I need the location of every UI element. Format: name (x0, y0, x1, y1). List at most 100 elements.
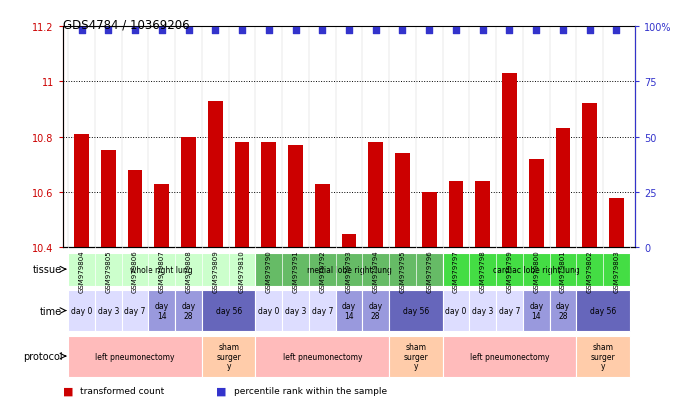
Point (450, 28, 461, 35)
Point (129, 28, 140, 35)
Bar (74, 135, 89, 248)
Bar (255, 253, 443, 286)
Text: day 0: day 0 (445, 306, 467, 315)
Text: day
14: day 14 (529, 301, 543, 320)
Bar (422, 192, 436, 248)
Bar (181, 137, 196, 248)
Text: time: time (40, 306, 62, 316)
Bar (208, 102, 223, 248)
Bar (556, 129, 570, 248)
Bar (475, 181, 490, 248)
Bar (609, 198, 624, 248)
Text: day 56: day 56 (403, 306, 429, 315)
Text: GSM979807: GSM979807 (158, 250, 165, 292)
Text: GSM979802: GSM979802 (587, 250, 593, 292)
Point (317, 28, 328, 35)
Bar (202, 290, 255, 331)
Text: day
14: day 14 (342, 301, 356, 320)
Text: day 7: day 7 (499, 306, 520, 315)
Text: GSM979804: GSM979804 (79, 250, 84, 292)
Text: sham
surger
y: sham surger y (591, 342, 616, 370)
Bar (443, 253, 630, 286)
Bar (389, 336, 443, 377)
Bar (502, 74, 517, 248)
Point (103, 28, 114, 35)
Text: left pneumonectomy: left pneumonectomy (96, 352, 174, 361)
Text: day
28: day 28 (369, 301, 383, 320)
Point (584, 28, 595, 35)
Bar (101, 151, 116, 248)
Bar (362, 290, 389, 331)
Point (558, 28, 569, 35)
Text: medial lobe right lung: medial lobe right lung (306, 265, 392, 274)
Text: left pneumonectomy: left pneumonectomy (470, 352, 549, 361)
Text: GSM979795: GSM979795 (399, 250, 406, 292)
Bar (443, 336, 577, 377)
Text: ■: ■ (63, 385, 73, 395)
Text: day 3: day 3 (472, 306, 493, 315)
Point (530, 28, 542, 35)
Text: GDS4784 / 10369206: GDS4784 / 10369206 (63, 19, 189, 31)
Point (76, 28, 87, 35)
Bar (128, 171, 142, 248)
Point (504, 28, 515, 35)
Text: sham
surger
y: sham surger y (216, 342, 241, 370)
Text: GSM979797: GSM979797 (453, 250, 459, 292)
Bar (262, 143, 276, 248)
Bar (577, 336, 630, 377)
Bar (582, 104, 597, 248)
Text: left pneumonectomy: left pneumonectomy (283, 352, 362, 361)
Point (370, 28, 381, 35)
Text: GSM979799: GSM979799 (507, 250, 512, 292)
Bar (443, 290, 469, 331)
Bar (336, 290, 362, 331)
Bar (341, 234, 357, 248)
Bar (389, 290, 443, 331)
Point (290, 28, 301, 35)
Point (477, 28, 489, 35)
Text: GSM979801: GSM979801 (560, 250, 566, 292)
Bar (68, 290, 95, 331)
Bar (523, 290, 549, 331)
Bar (288, 146, 303, 248)
Bar (496, 290, 523, 331)
Bar (469, 290, 496, 331)
Bar (549, 290, 577, 331)
Text: GSM979790: GSM979790 (266, 250, 272, 292)
Text: day 7: day 7 (124, 306, 146, 315)
Text: GSM979794: GSM979794 (373, 250, 379, 292)
Bar (529, 159, 544, 248)
Bar (235, 143, 249, 248)
Point (343, 28, 355, 35)
Text: day
28: day 28 (556, 301, 570, 320)
Point (209, 28, 221, 35)
Text: cardiac lobe right lung: cardiac lobe right lung (493, 265, 579, 274)
Text: day
28: day 28 (181, 301, 195, 320)
Point (183, 28, 194, 35)
Point (611, 28, 622, 35)
Text: transformed count: transformed count (80, 386, 165, 395)
Text: day 3: day 3 (285, 306, 306, 315)
Text: GSM979809: GSM979809 (212, 250, 218, 292)
Text: GSM979810: GSM979810 (239, 250, 245, 292)
Bar (309, 290, 336, 331)
Text: day 3: day 3 (98, 306, 119, 315)
Text: day 0: day 0 (71, 306, 92, 315)
Point (156, 28, 168, 35)
Bar (175, 290, 202, 331)
Text: day 0: day 0 (258, 306, 279, 315)
Point (263, 28, 274, 35)
Text: GSM979792: GSM979792 (319, 250, 325, 292)
Text: GSM979791: GSM979791 (292, 250, 299, 292)
Bar (369, 143, 383, 248)
Text: GSM979793: GSM979793 (346, 250, 352, 292)
Text: percentile rank within the sample: percentile rank within the sample (234, 386, 387, 395)
Text: day 7: day 7 (311, 306, 333, 315)
Bar (449, 181, 463, 248)
Text: GSM979803: GSM979803 (614, 250, 619, 292)
Text: ■: ■ (216, 385, 227, 395)
Point (237, 28, 248, 35)
Bar (149, 290, 175, 331)
Text: day 56: day 56 (590, 306, 616, 315)
Point (424, 28, 435, 35)
